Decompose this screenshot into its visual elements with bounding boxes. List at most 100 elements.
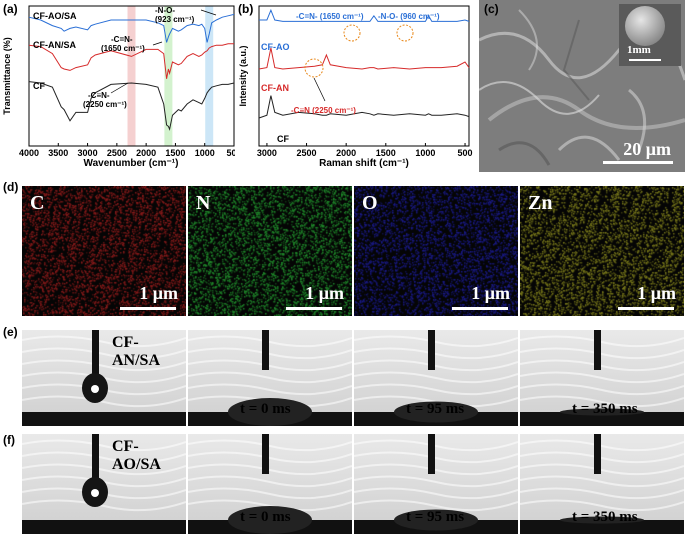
ftir-ann-cnn-1: -C≡N-: [88, 91, 110, 100]
eds-element-label: C: [30, 192, 45, 214]
ftir-series-0: [28, 13, 235, 43]
eds-noise: [22, 186, 186, 316]
wetting-ao-time-label: t = 0 ms: [240, 509, 291, 525]
sem-scale-label: 20 μm: [623, 139, 671, 159]
raman-tick-label: 1500: [376, 148, 396, 158]
ftir-band-2: [205, 6, 214, 146]
wetting-an-spreading-drop: [394, 401, 478, 423]
raman-xlabel: Raman shift (cm⁻¹): [319, 158, 409, 169]
raman-circle-no: [396, 24, 414, 42]
eds-noise: [520, 186, 684, 316]
raman-circle-cnn: [304, 58, 324, 78]
wetting-ao-texture: [188, 434, 352, 534]
wetting-an-texture: [22, 330, 186, 426]
wetting-an-texture: [354, 330, 518, 426]
raman-tick-label: 2500: [297, 148, 317, 158]
wetting-an-needle: [262, 330, 269, 370]
wetting-ao-time-label: t = 95 ms: [406, 509, 465, 525]
eds-map-c: C 1 μm: [22, 186, 186, 316]
wetting-an-substrate: [22, 412, 186, 426]
ftir-ann-cn-1: -C=N-: [111, 35, 133, 44]
eds-scale-label: 1 μm: [637, 283, 676, 303]
wetting-ao-texture: [520, 434, 684, 534]
wetting-an-time-label: t = 95 ms: [406, 401, 465, 417]
wetting-ao-substrate: [22, 520, 186, 534]
eds-scale-label: 1 μm: [139, 283, 178, 303]
ftir-ylabel: Transmittance (%): [2, 37, 12, 115]
wetting-an-texture: [188, 330, 352, 426]
ftir-tick-label: 2000: [136, 148, 156, 158]
raman-ann-cn: -C=N- (1650 cm⁻¹): [296, 12, 364, 21]
wetting-ao-frame-1: t = 0 ms: [188, 434, 352, 534]
ftir-ann-no-1: -N-O-: [155, 6, 175, 15]
panel-b-label: (b): [238, 2, 254, 16]
wetting-ao-sample-label: CF-AO/SA: [112, 438, 161, 473]
ftir-tick-label: 1000: [195, 148, 215, 158]
wetting-ao-substrate: [520, 520, 684, 534]
eds-scale-bar: [618, 307, 674, 310]
ftir-tick-label: 3000: [78, 148, 98, 158]
raman-series-2: [258, 95, 470, 119]
eds-noise: [188, 186, 352, 316]
eds-element-label: O: [362, 192, 378, 214]
ftir-band-1: [164, 6, 173, 146]
ftir-series-1: [28, 43, 234, 79]
sem-inset: 1mm: [619, 4, 681, 66]
ftir-ann-cn-arrow: [152, 41, 163, 46]
eds-element-label: N: [196, 192, 211, 214]
ftir-series-lines: [28, 13, 235, 131]
panel-f-label: (f): [3, 433, 15, 447]
raman-circle-cn: [343, 24, 361, 42]
panel-a-label: (a): [3, 2, 18, 16]
raman-ylabel: Intensity (a.u.): [238, 45, 248, 106]
ftir-label-cfaosa: CF-AO/SA: [33, 11, 77, 21]
eds-scale-label: 1 μm: [471, 283, 510, 303]
ftir-chart: 4000 3500 3000 2500 2000 1500 1000 500 Transmit…: [2, 5, 235, 169]
ftir-x-ticks: 4000 3500 3000 2500 2000 1500 1000 500: [19, 143, 235, 158]
wetting-ao-droplet-highlight: [91, 489, 99, 497]
raman-ann-no: -N-O- (960 cm⁻¹): [378, 12, 440, 21]
ftir-series-2: [28, 81, 235, 131]
raman-frame: [258, 5, 470, 147]
eds-map-o: O 1 μm: [354, 186, 518, 316]
raman-tick-label: 2000: [336, 148, 356, 158]
ftir-tick-label: 1500: [165, 148, 185, 158]
ftir-label-cf: CF: [33, 81, 45, 91]
raman-tick-label: 1000: [415, 148, 435, 158]
ftir-tick-label: 4000: [19, 148, 39, 158]
wetting-an-substrate: [520, 412, 684, 426]
eds-scale-bar: [452, 307, 508, 310]
eds-scale-bar: [120, 307, 176, 310]
wetting-ao-needle: [594, 434, 601, 474]
wetting-an-droplet-highlight: [91, 385, 99, 393]
raman-ann-cnn-arrow: [313, 77, 326, 102]
ftir-ann-cnn-arrow: [110, 82, 129, 94]
raman-chart: 3000 2500 2000 1500 1000 500 Intensity (a.u.)…: [238, 5, 473, 169]
wetting-an-spreading-drop: [560, 408, 644, 416]
wetting-ao-needle: [262, 434, 269, 474]
panel-d-label: (d): [3, 180, 19, 194]
raman-label-cfan: CF-AN: [261, 83, 289, 93]
wetting-an-needle: [92, 330, 99, 376]
wetting-ao-spreading-drop: [228, 506, 312, 534]
raman-tick-label: 3000: [257, 148, 277, 158]
ftir-tick-label: 3500: [48, 148, 68, 158]
panel-c-label: (c): [484, 2, 499, 16]
wetting-an-frame-2: t = 95 ms: [354, 330, 518, 426]
wetting-ao-frame-2: t = 95 ms: [354, 434, 518, 534]
sem-inset-scale-label: 1mm: [627, 44, 651, 56]
wetting-ao-spreading-drop: [394, 509, 478, 531]
wetting-ao-texture: [354, 434, 518, 534]
eds-map-zn: Zn 1 μm: [520, 186, 684, 316]
wetting-an-time-label: t = 350 ms: [572, 401, 638, 417]
wetting-an-frame-0: CF-AN/SA: [22, 330, 186, 426]
raman-ann-cnn: -C≡N (2250 cm⁻¹): [291, 106, 356, 115]
wetting-an-needle: [594, 330, 601, 370]
raman-series-1: [258, 47, 470, 70]
sem-scale-bar: [603, 161, 673, 164]
wetting-an-sample-label: CF-AN/SA: [112, 334, 161, 369]
ftir-ann-no-arrow: [200, 9, 217, 16]
ftir-ann-cnn-2: (2250 cm⁻¹): [83, 100, 127, 109]
raman-series-lines: [258, 8, 470, 119]
wetting-ao-frame-0: CF-AO/SA: [22, 434, 186, 534]
